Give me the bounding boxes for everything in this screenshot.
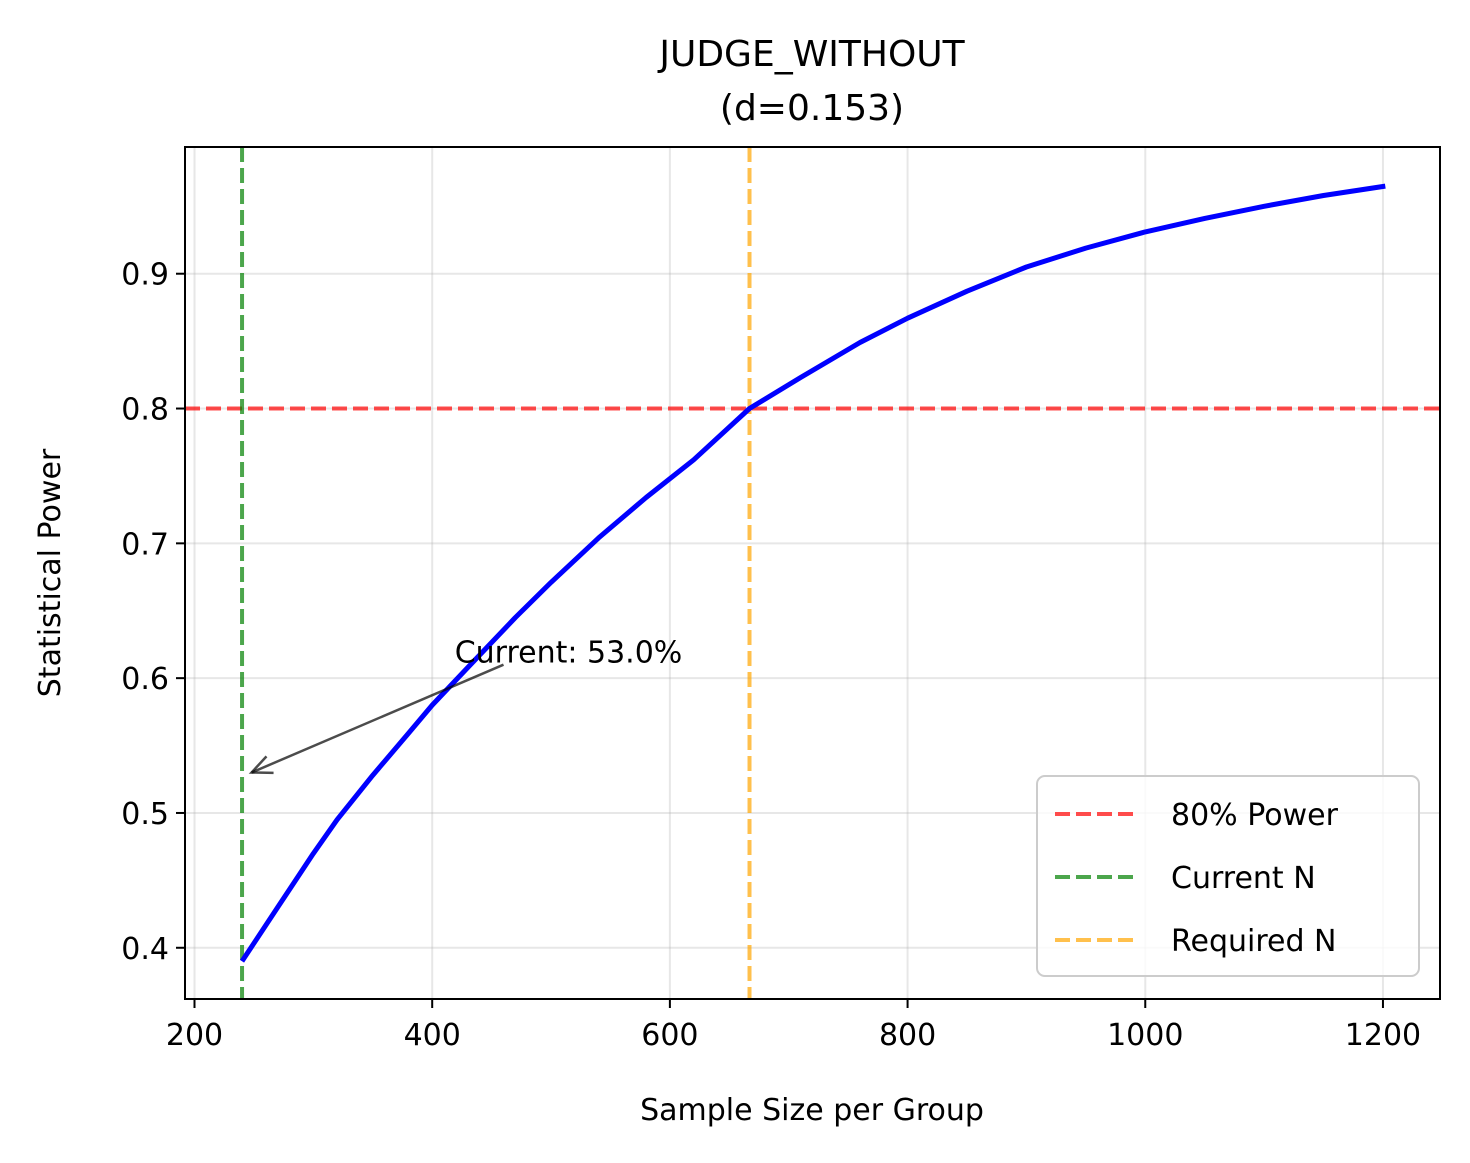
- x-tick-label: 1000: [1107, 1018, 1183, 1053]
- y-tick-label: 0.8: [121, 393, 169, 428]
- grid-layer: [185, 147, 1440, 999]
- x-tick-label: 1200: [1345, 1018, 1421, 1053]
- legend-label-required-n: Required N: [1171, 924, 1337, 959]
- chart-title-line2: (d=0.153): [720, 88, 904, 129]
- reference-lines: [185, 147, 1440, 999]
- legend-box: [1036, 775, 1420, 977]
- x-tick-label: 800: [879, 1018, 936, 1053]
- ticks-layer: 200 400 600 800 1000 1200 0.4 0.5 0.6 0.7 0.8 0.9: [121, 258, 1421, 1053]
- x-tick-label: 200: [166, 1018, 223, 1053]
- annotation-text: Current: 53.0%: [455, 636, 683, 671]
- y-tick-label: 0.4: [121, 932, 169, 967]
- legend: 80% Power Current N Required N: [1036, 775, 1420, 977]
- y-axis-label: Statistical Power: [33, 448, 68, 697]
- x-tick-label: 400: [404, 1018, 461, 1053]
- y-tick-label: 0.5: [121, 797, 169, 832]
- y-tick-label: 0.9: [121, 258, 169, 293]
- chart-title-line1: JUDGE_WITHOUT: [657, 34, 965, 75]
- x-tick-label: 600: [641, 1018, 698, 1053]
- series-layer: [239, 183, 1386, 963]
- legend-label-current-n: Current N: [1171, 861, 1316, 896]
- power-curve: [239, 183, 1386, 963]
- x-axis-label: Sample Size per Group: [640, 1093, 984, 1128]
- annotation-arrowhead: [248, 755, 274, 775]
- y-tick-label: 0.6: [121, 662, 169, 697]
- legend-label-80-power: 80% Power: [1171, 798, 1339, 833]
- annotation-layer: Current: 53.0%: [248, 636, 683, 775]
- annotation-arrow: [251, 663, 504, 774]
- y-tick-label: 0.7: [121, 527, 169, 562]
- plot-frame: [184, 146, 1441, 1000]
